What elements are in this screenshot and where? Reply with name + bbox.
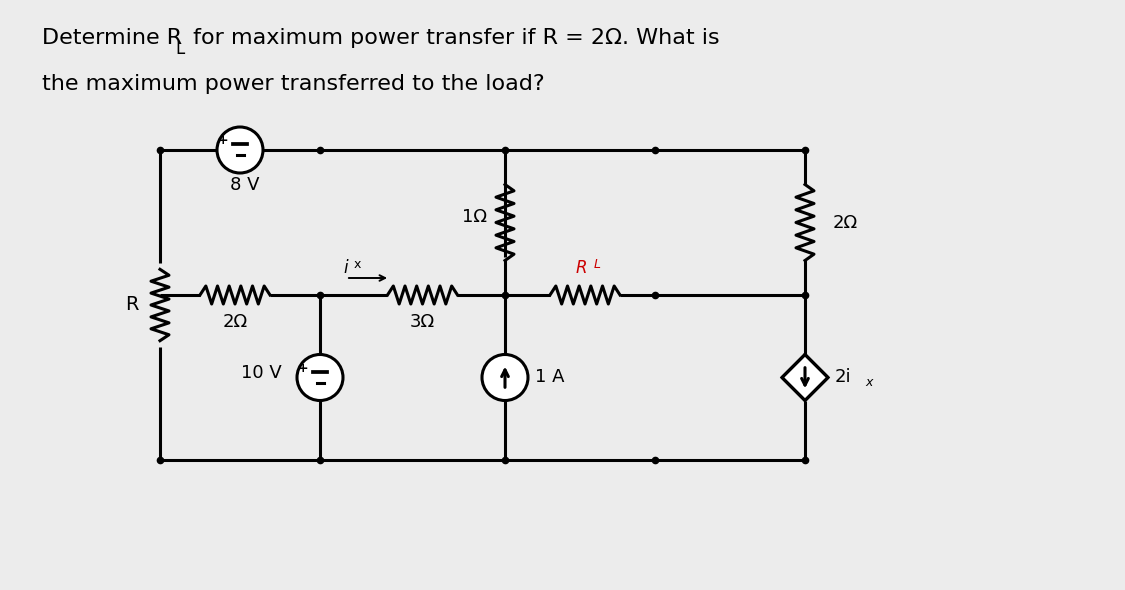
Polygon shape [782, 355, 828, 401]
Circle shape [482, 355, 528, 401]
Text: 10 V: 10 V [241, 365, 282, 382]
Text: +: + [298, 362, 308, 375]
Circle shape [217, 127, 263, 173]
Text: 1 A: 1 A [536, 369, 565, 386]
Text: x: x [865, 376, 872, 389]
Text: 3Ω: 3Ω [410, 313, 435, 331]
Text: i: i [343, 259, 348, 277]
Text: L: L [594, 258, 601, 271]
Text: for maximum power transfer if R = 2Ω. What is: for maximum power transfer if R = 2Ω. Wh… [186, 28, 720, 48]
Text: R: R [125, 296, 138, 314]
Text: 2i: 2i [835, 369, 852, 386]
Text: 2Ω: 2Ω [223, 313, 248, 331]
Text: R: R [575, 259, 587, 277]
Text: 8 V: 8 V [231, 176, 260, 194]
Text: Determine R: Determine R [42, 28, 182, 48]
Text: L: L [176, 40, 184, 58]
Circle shape [297, 355, 343, 401]
Text: the maximum power transferred to the load?: the maximum power transferred to the loa… [42, 74, 544, 94]
Text: 2Ω: 2Ω [832, 214, 858, 231]
Text: x: x [354, 258, 361, 271]
Text: +: + [218, 135, 228, 148]
Text: 1Ω: 1Ω [462, 208, 487, 227]
